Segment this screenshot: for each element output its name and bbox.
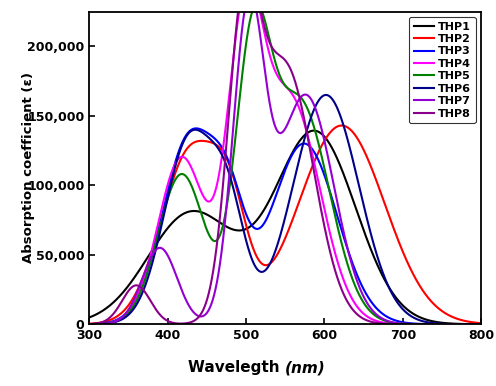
THP2 [494,322,496,326]
THP5 [157,224,163,229]
THP5 [494,322,496,327]
THP3 [350,262,356,267]
THP3 [193,126,199,131]
THP8 [389,322,395,327]
Legend: THP1, THP2, THP3, THP4, THP5, THP6, THP7, THP8: THP1, THP2, THP3, THP4, THP5, THP6, THP7… [409,17,476,123]
THP6 [421,319,427,324]
Line: THP8: THP8 [85,0,496,324]
THP1 [389,290,395,295]
THP3 [494,322,496,327]
THP3 [389,317,395,322]
THP3 [421,322,427,326]
THP7 [421,322,427,327]
Line: THP6: THP6 [85,95,496,324]
THP5 [254,2,260,6]
THP4 [157,213,163,217]
THP7 [389,320,395,325]
THP4 [329,240,335,244]
THP2 [82,322,88,326]
THP1 [311,128,317,133]
THP1 [82,317,88,321]
THP7 [157,245,163,250]
THP5 [329,201,335,206]
THP8 [494,322,496,327]
Line: THP7: THP7 [85,0,496,324]
THP6 [350,158,356,163]
THP6 [329,97,335,102]
Line: THP5: THP5 [85,4,496,324]
THP1 [494,322,496,327]
THP3 [240,202,246,207]
THP4 [421,322,427,327]
THP7 [494,322,496,327]
THP6 [82,322,88,327]
THP7 [82,322,88,327]
THP2 [389,223,395,227]
THP4 [389,321,395,326]
THP2 [350,130,356,135]
THP5 [240,69,246,74]
THP3 [329,197,335,201]
THP6 [240,224,246,229]
THP2 [329,128,335,133]
THP5 [421,322,427,327]
THP1 [421,317,427,321]
Text: Wavelegth: Wavelegth [188,360,285,375]
THP5 [350,278,356,283]
THP1 [157,236,163,241]
Line: THP1: THP1 [85,130,496,324]
THP2 [157,221,163,226]
THP4 [494,322,496,327]
THP5 [389,320,395,325]
Text: (nm): (nm) [285,360,326,375]
THP7 [240,23,246,27]
THP4 [82,322,88,327]
THP1 [240,228,246,232]
THP8 [157,313,163,317]
THP8 [329,258,335,262]
THP6 [389,292,395,297]
THP8 [82,322,88,327]
THP1 [350,198,356,202]
THP8 [350,308,356,312]
Line: THP4: THP4 [85,0,496,324]
THP5 [82,322,88,327]
THP6 [494,322,496,327]
THP8 [421,322,427,327]
THP2 [421,290,427,294]
THP4 [350,298,356,303]
THP2 [240,209,246,214]
Text: Absorption coefficient (ε): Absorption coefficient (ε) [22,73,35,263]
Line: THP2: THP2 [85,125,496,324]
THP3 [82,322,88,327]
THP7 [329,175,335,179]
THP6 [323,93,329,97]
THP2 [339,123,345,128]
THP3 [157,221,163,226]
THP1 [329,146,335,151]
THP6 [157,229,163,234]
Line: THP3: THP3 [85,129,496,324]
THP7 [350,266,356,271]
